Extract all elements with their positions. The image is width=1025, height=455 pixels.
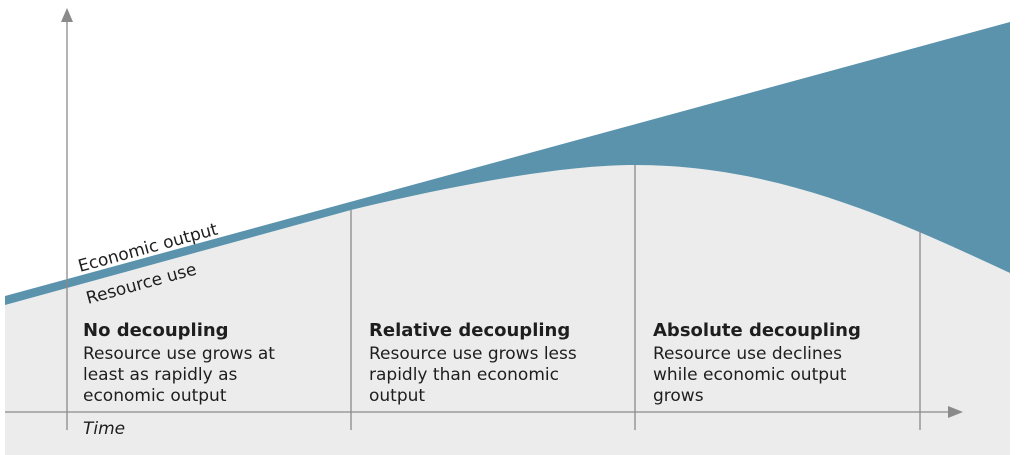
section-description: rapidly than economic: [369, 365, 559, 385]
section-description: Resource use grows less: [369, 344, 577, 364]
section-description: grows: [653, 386, 704, 406]
x-axis-arrow: [948, 406, 963, 418]
section-description: economic output: [83, 386, 227, 406]
section-title: No decoupling: [83, 320, 229, 341]
resource-area: [5, 165, 1010, 455]
section-description: Resource use grows at: [83, 344, 275, 364]
section-description: Resource use declines: [653, 344, 842, 364]
decoupling-gap: [5, 22, 1010, 305]
y-axis-arrow: [61, 8, 73, 22]
x-axis-label: Time: [83, 419, 125, 439]
section-description: while economic output: [653, 365, 847, 385]
section-description: output: [369, 386, 425, 406]
section-title: Absolute decoupling: [653, 320, 861, 341]
section-title: Relative decoupling: [369, 320, 570, 341]
section-description: least as rapidly as: [83, 365, 238, 385]
